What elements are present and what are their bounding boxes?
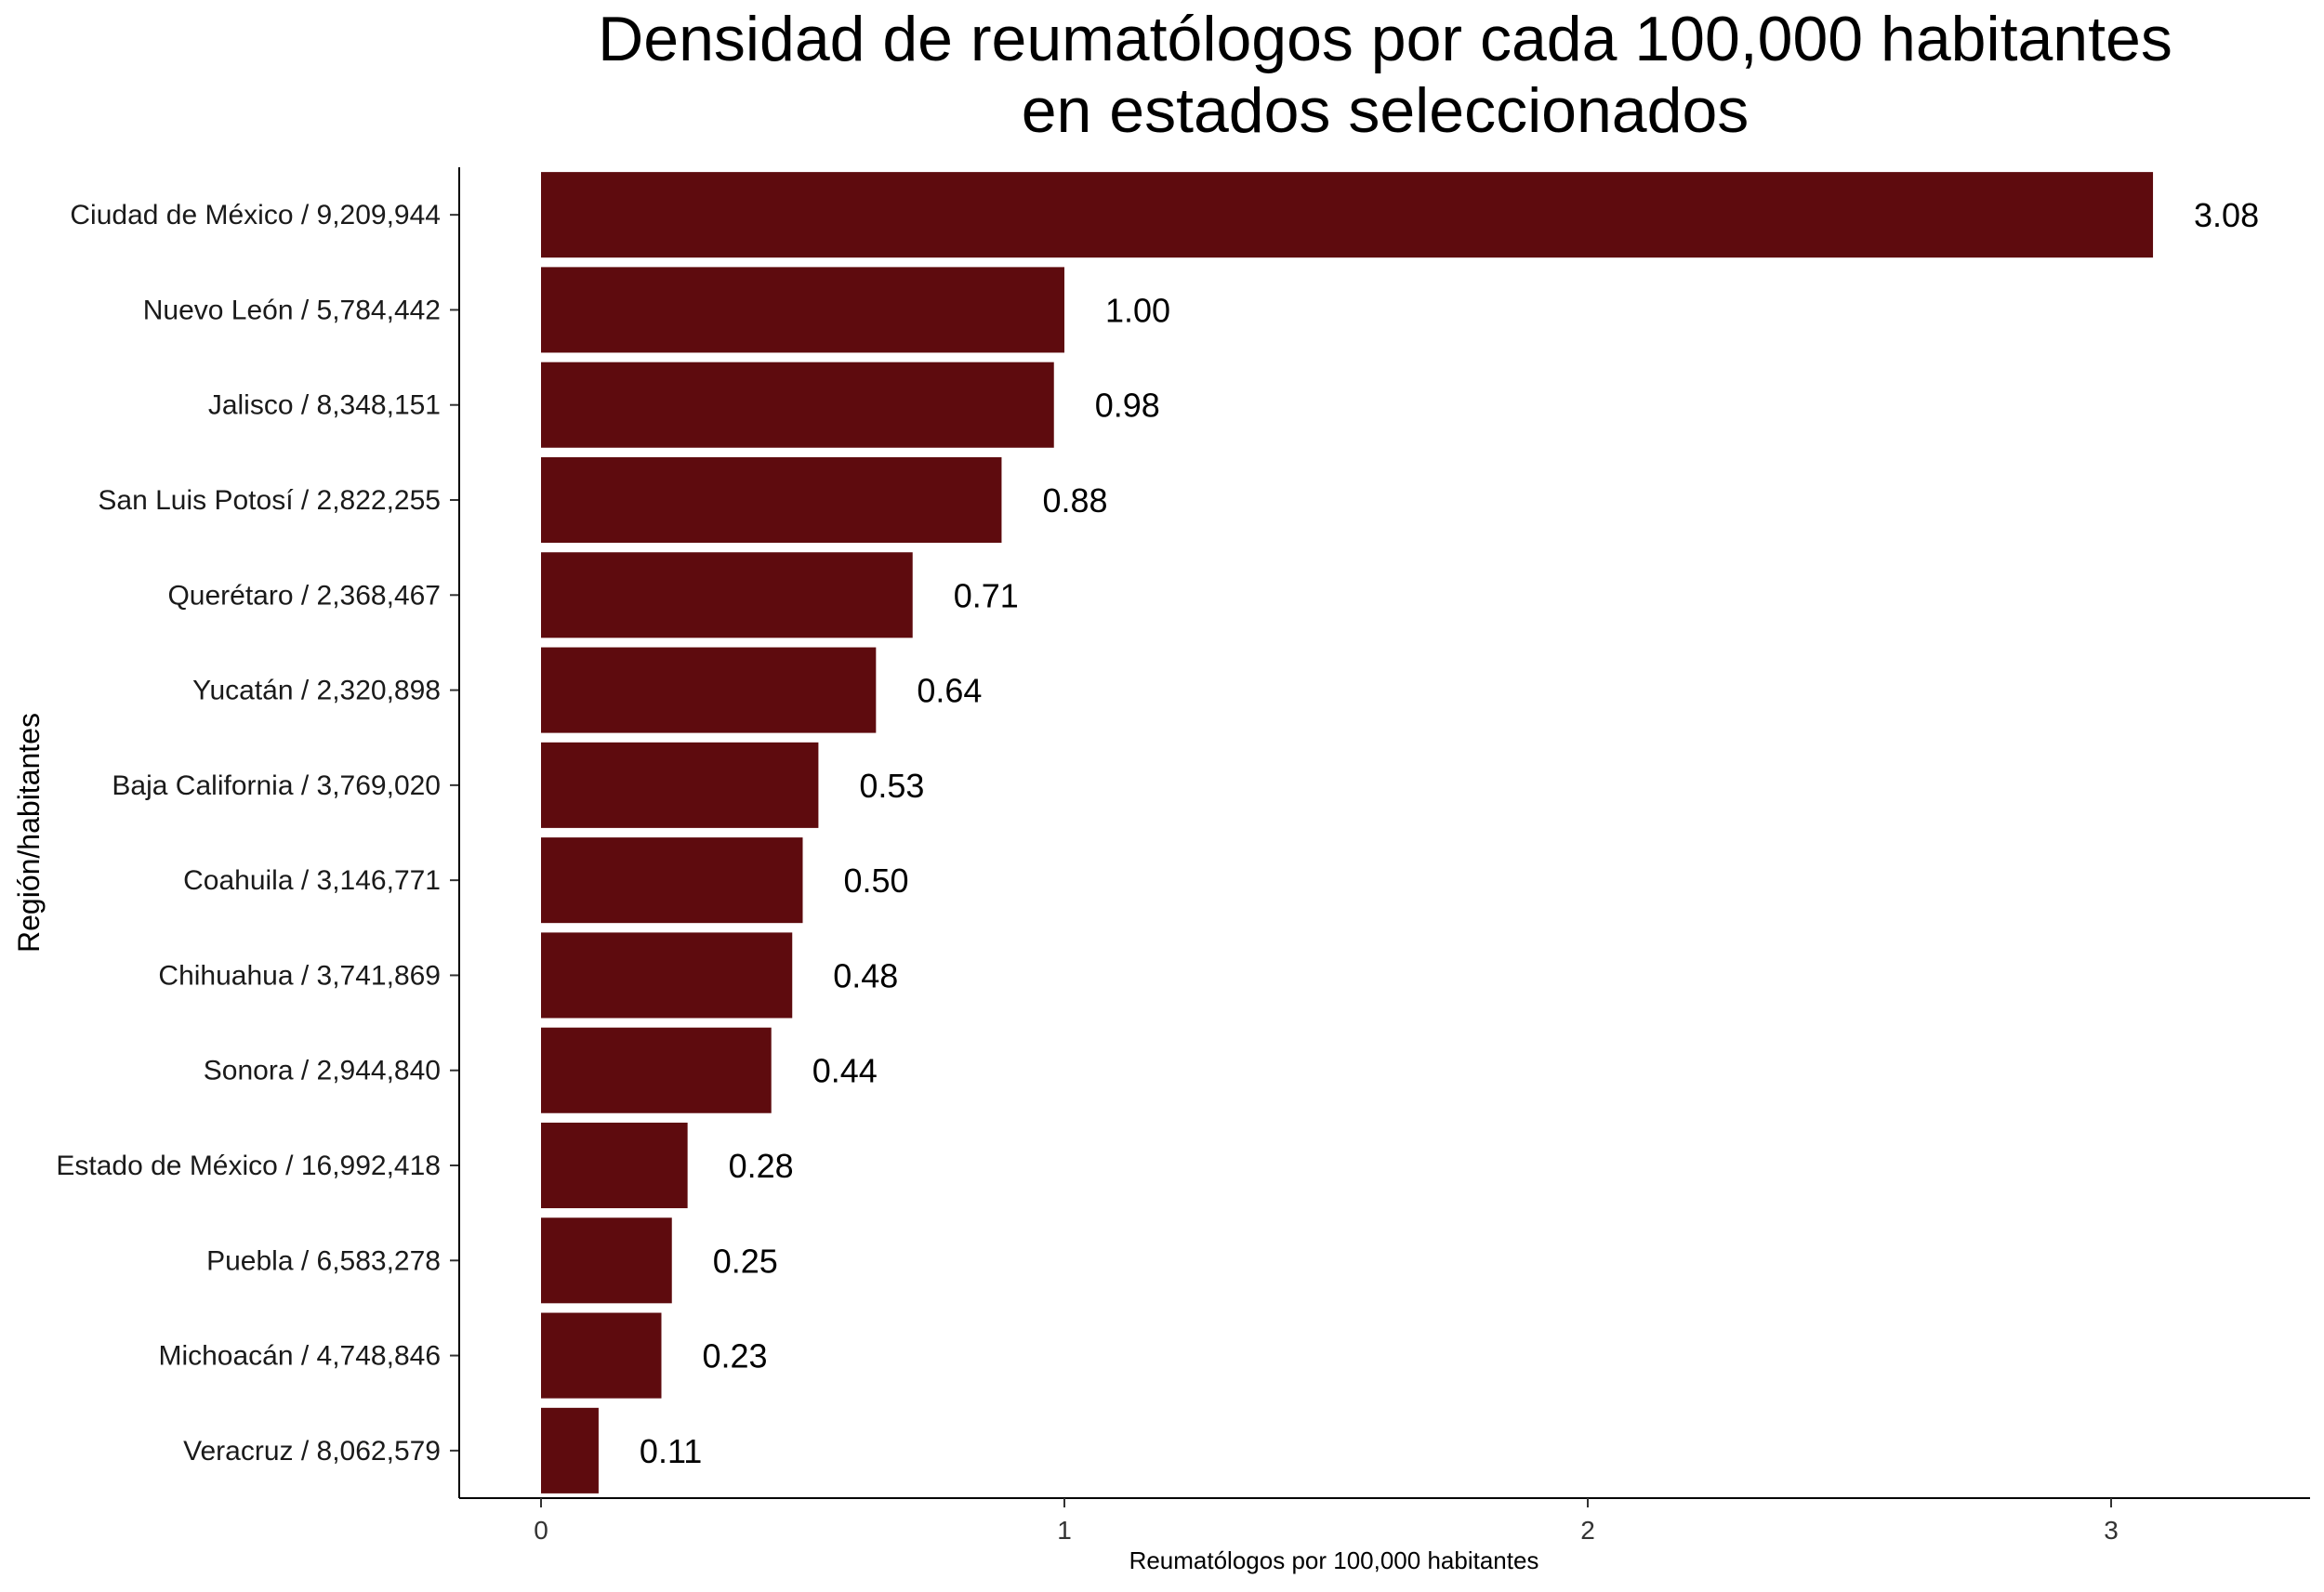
category-label: Veracruz / 8,062,579 [183, 1436, 441, 1467]
x-tick-label: 3 [2104, 1516, 2119, 1545]
axes [450, 167, 2310, 1499]
y-axis-title-group: Región/habitantes [12, 713, 46, 953]
x-tick-label: 0 [534, 1516, 548, 1545]
category-label: Querétaro / 2,368,467 [167, 580, 441, 611]
bar [541, 1027, 772, 1113]
value-label: 0.71 [954, 576, 1019, 614]
bar [541, 932, 793, 1019]
category-label: Sonora / 2,944,840 [204, 1056, 441, 1086]
bar [541, 1312, 662, 1399]
category-label: Coahuila / 3,146,771 [183, 865, 441, 896]
value-label: 1.00 [1105, 291, 1170, 329]
value-label: 0.11 [640, 1432, 702, 1470]
category-labels: Ciudad de México / 9,209,944 Nuevo León /… [56, 200, 441, 1467]
category-label: Puebla / 6,583,278 [206, 1245, 441, 1276]
value-label: 0.28 [729, 1147, 794, 1185]
x-axis-title: Reumatólogos por 100,000 habitantes [1129, 1546, 1539, 1574]
bar [541, 362, 1054, 448]
value-label: 0.53 [859, 767, 924, 805]
x-ticks: 0 1 2 3 [534, 1498, 2119, 1545]
chart-title: Densidad de reumatólogos por cada 100,00… [598, 4, 2172, 146]
bar [541, 647, 877, 733]
category-label: Yucatán / 2,320,898 [192, 676, 441, 706]
value-labels: 3.08 1.00 0.98 0.88 0.71 0.64 0.53 0.50 0.48 0.44… [640, 196, 2259, 1470]
value-label: 0.88 [1042, 481, 1107, 520]
category-label: Michoacán / 4,748,846 [158, 1341, 441, 1372]
bar [541, 1122, 688, 1209]
bars [541, 172, 2154, 1493]
bar [541, 1217, 672, 1304]
value-label: 0.50 [844, 862, 909, 900]
bar [541, 1407, 599, 1493]
bar [541, 172, 2154, 258]
bar [541, 267, 1064, 353]
value-label: 3.08 [2194, 196, 2259, 234]
bar [541, 456, 1002, 544]
bar [541, 742, 819, 828]
value-label: 0.23 [702, 1337, 767, 1375]
category-label: Nuevo León / 5,784,442 [143, 295, 441, 325]
value-label: 0.48 [833, 956, 898, 994]
bar [541, 552, 913, 638]
category-label: Baja California / 3,769,020 [112, 770, 441, 801]
category-label: Jalisco / 8,348,151 [208, 390, 441, 421]
value-label: 0.44 [812, 1052, 878, 1090]
bar [541, 837, 803, 924]
value-label: 0.64 [917, 672, 982, 710]
y-axis-title: Región/habitantes [12, 713, 46, 953]
value-label: 0.25 [713, 1242, 778, 1280]
x-tick-label: 1 [1057, 1516, 1072, 1545]
x-tick-label: 2 [1580, 1516, 1595, 1545]
category-label: Chihuahua / 3,741,869 [158, 960, 441, 991]
chart-title-line-1: Densidad de reumatólogos por cada 100,00… [598, 4, 2172, 74]
category-label: Estado de México / 16,992,418 [56, 1151, 441, 1181]
category-label: San Luis Potosí / 2,822,255 [98, 485, 441, 516]
category-label: Ciudad de México / 9,209,944 [70, 200, 441, 230]
value-label: 0.98 [1095, 387, 1160, 425]
chart-title-line-2: en estados seleccionados [1022, 75, 1750, 146]
